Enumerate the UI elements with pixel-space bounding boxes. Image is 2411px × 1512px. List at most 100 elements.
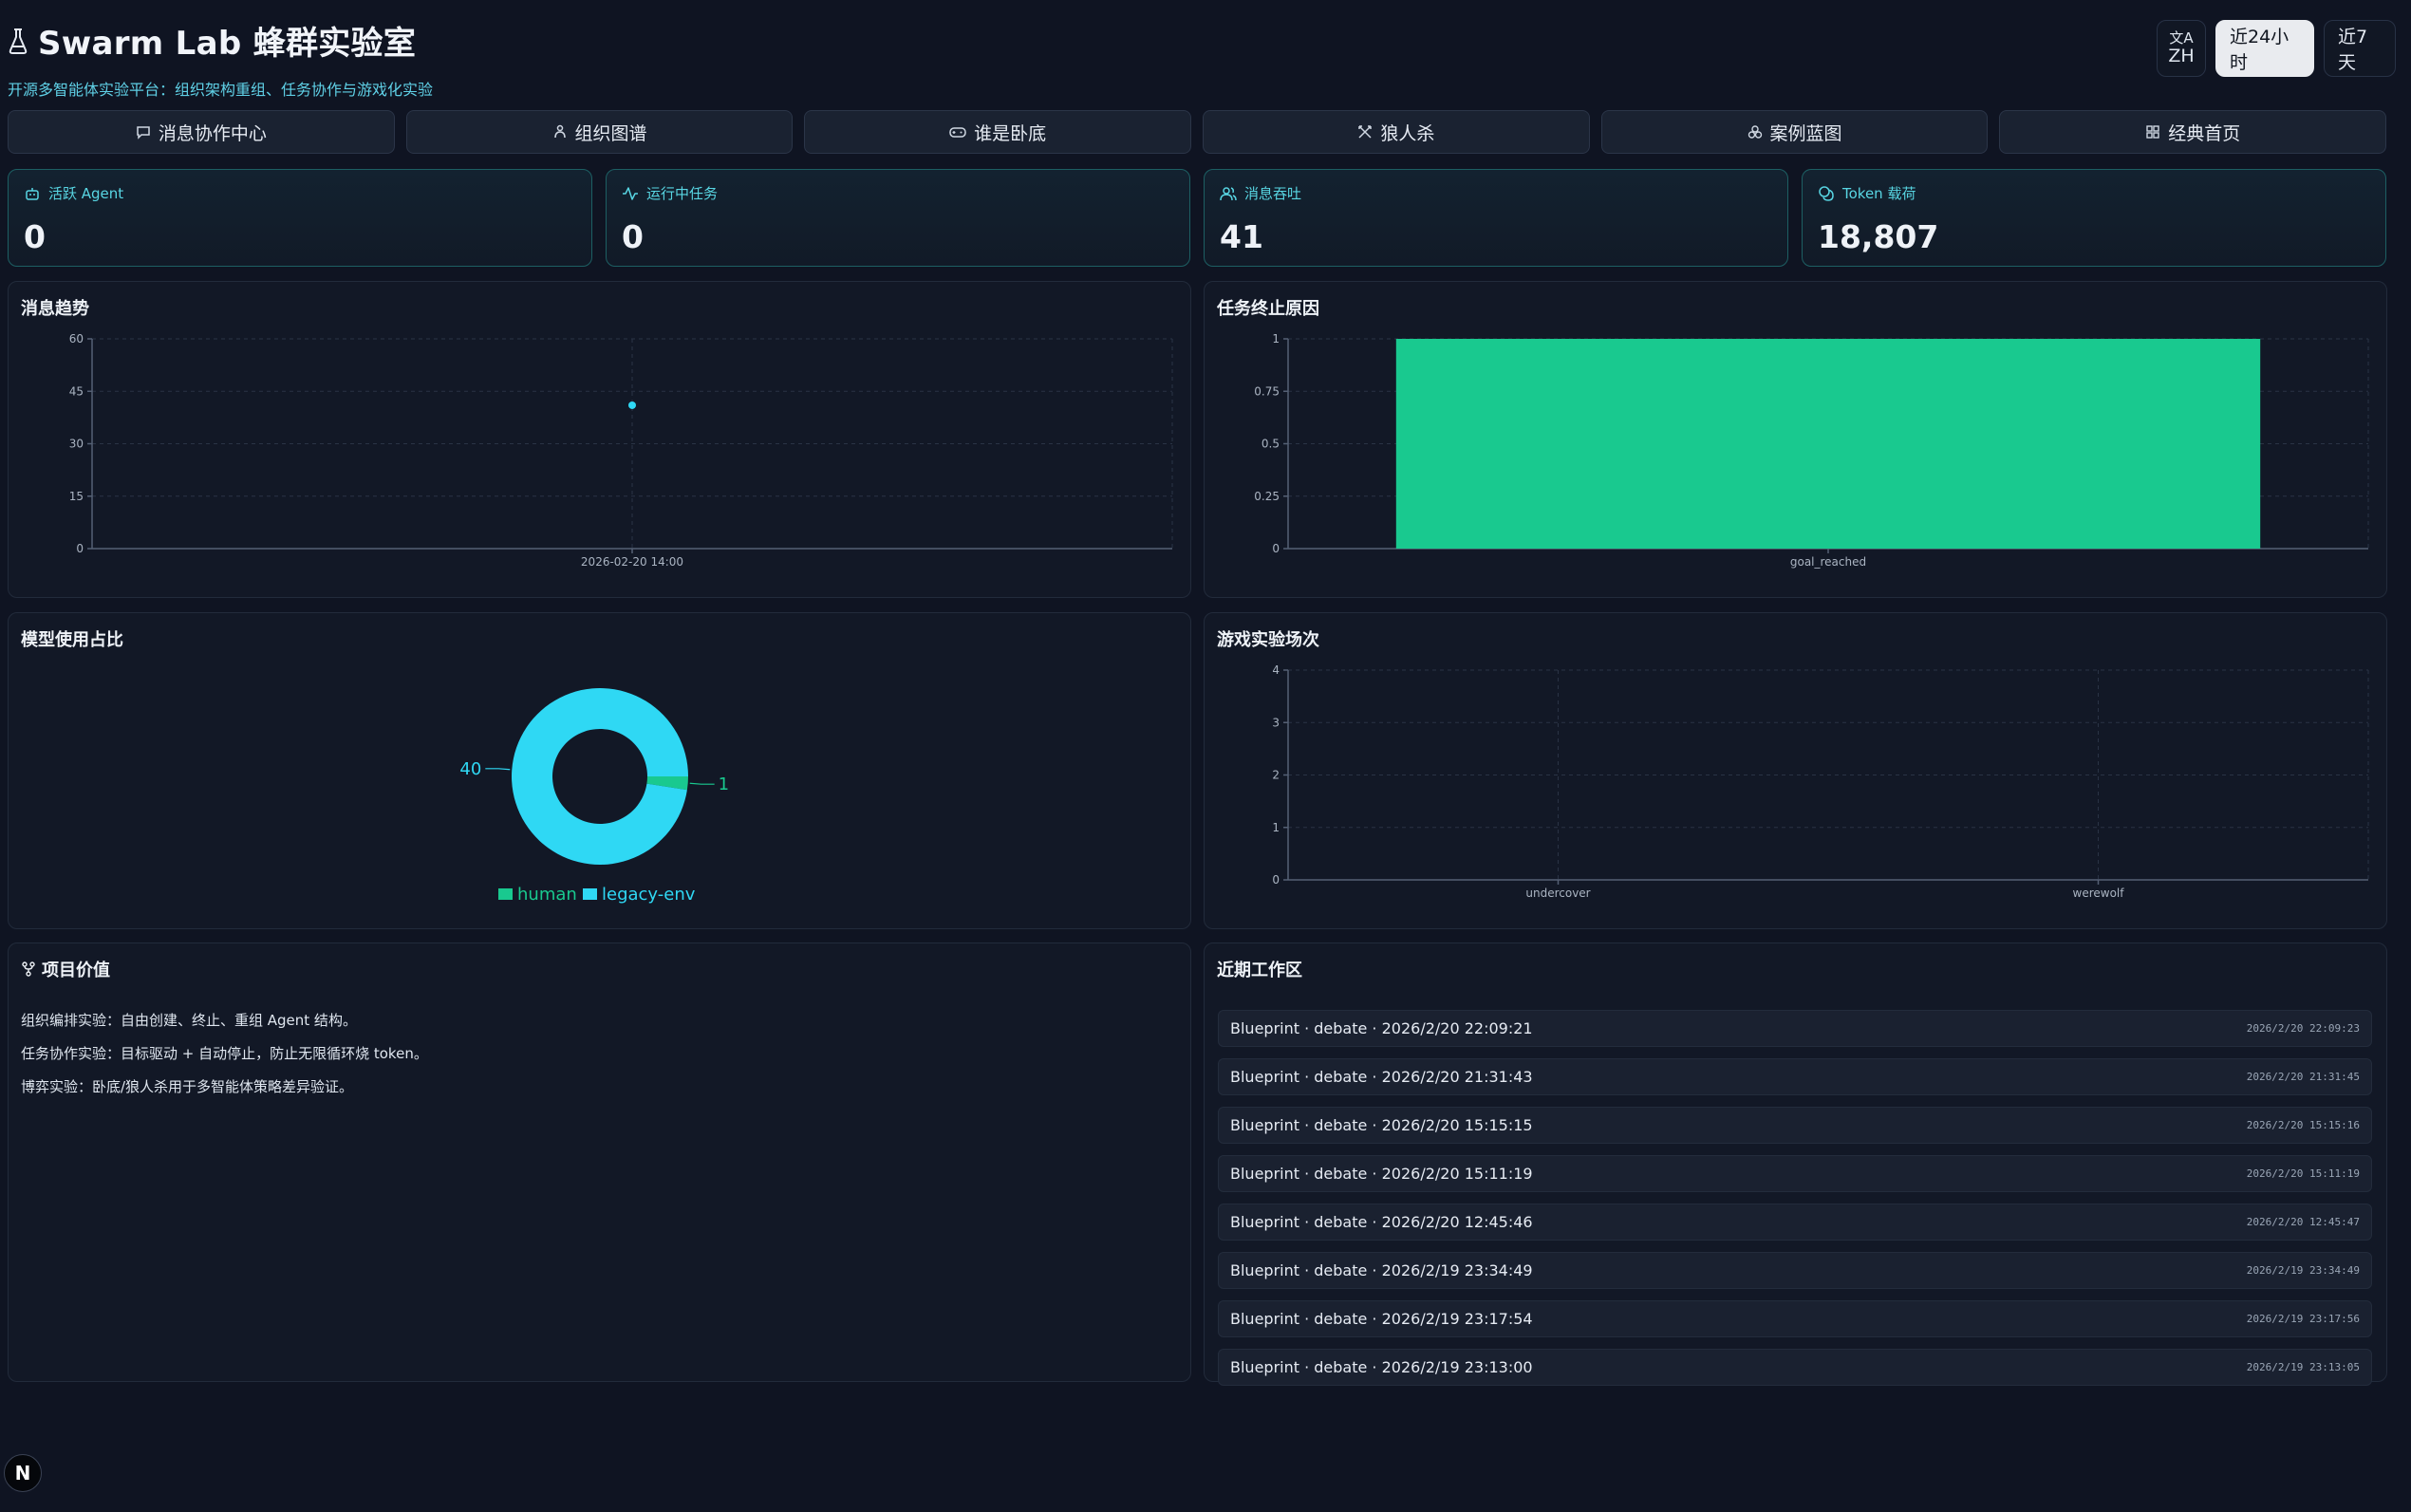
- list-item: 任务协作实验：目标驱动 + 自动停止，防止无限循环烧 token。: [21, 1045, 428, 1062]
- work-name: Blueprint · debate · 2026/2/19 23:17:54: [1230, 1310, 1533, 1328]
- work-name: Blueprint · debate · 2026/2/19 23:34:49: [1230, 1261, 1533, 1279]
- panel-title: 近期工作区: [1217, 961, 1302, 980]
- list-item[interactable]: Blueprint · debate · 2026/2/20 22:09:21 2…: [1218, 1010, 2372, 1047]
- stat-label: 运行中任务: [646, 185, 719, 202]
- list-item[interactable]: Blueprint · debate · 2026/2/19 23:34:49 2…: [1218, 1252, 2372, 1289]
- nav-label: 组织图谱: [574, 122, 647, 144]
- pie-data-label: 1: [719, 775, 729, 794]
- page-title: Swarm Lab 蜂群实验室: [38, 25, 417, 63]
- translate-icon: 文A: [2169, 29, 2194, 47]
- bot-icon: [26, 187, 39, 200]
- range-24h-button[interactable]: 近24小时: [2215, 20, 2314, 77]
- stop-reason-chart: 0 0.25 0.5 0.75 1 goal_reached: [1254, 332, 2369, 569]
- stat-label: 消息吞吐: [1244, 185, 1302, 202]
- stat-value: 0: [24, 218, 46, 255]
- y-tick-label: 45: [69, 384, 84, 398]
- stats-row: 活跃 Agent 0 运行中任务 0 消息吞吐 41 Token 载荷 18,8…: [8, 169, 2386, 267]
- main-nav: 消息协作中心 组织图谱 谁是卧底 狼人杀 案例蓝图 经典首页: [8, 110, 2387, 154]
- stat-value: 41: [1220, 218, 1263, 255]
- y-tick-label: 1: [1272, 821, 1280, 834]
- legend-label: human: [517, 885, 577, 905]
- work-time: 2026/2/20 15:11:19: [2246, 1167, 2360, 1180]
- x-tick-label: 2026-02-20 14:00: [581, 555, 683, 569]
- y-tick-label: 4: [1272, 663, 1280, 677]
- project-value-list: 组织编排实验：自由创建、终止、重组 Agent 结构。 任务协作实验：目标驱动 …: [21, 1010, 428, 1110]
- nav-classic-home[interactable]: 经典首页: [1999, 110, 2387, 154]
- nav-label: 消息协作中心: [158, 122, 267, 144]
- work-name: Blueprint · debate · 2026/2/20 22:09:21: [1230, 1019, 1533, 1037]
- nav-case-blueprint[interactable]: 案例蓝图: [1600, 110, 1989, 154]
- list-item[interactable]: Blueprint · debate · 2026/2/20 15:15:15 2…: [1218, 1107, 2372, 1144]
- recent-work-list: Blueprint · debate · 2026/2/20 22:09:21 2…: [1218, 1010, 2372, 1397]
- stat-label: Token 载荷: [1842, 185, 1916, 202]
- message-trend-panel: 消息趋势 0 15 30 45 60 2026-02-20 14:00: [8, 281, 1191, 598]
- data-point: [628, 401, 636, 409]
- legend-swatch: [583, 888, 597, 900]
- swords-icon: [1358, 125, 1373, 139]
- list-item[interactable]: Blueprint · debate · 2026/2/20 21:31:43 2…: [1218, 1058, 2372, 1095]
- recent-work-panel: 近期工作区 Blueprint · debate · 2026/2/20 22:…: [1204, 943, 2387, 1386]
- stat-card-token-load: Token 载荷 18,807: [1802, 169, 2386, 267]
- grid-icon: [2146, 125, 2159, 139]
- x-tick-label: goal_reached: [1790, 555, 1866, 569]
- language-toggle-button[interactable]: 文A ZH: [2157, 20, 2206, 77]
- nav-label: 谁是卧底: [974, 122, 1047, 144]
- flask-icon: [9, 28, 28, 54]
- game-runs-chart: 0 1 2 3 4 undercover werewolf: [1272, 663, 2369, 900]
- y-tick-label: 30: [69, 438, 84, 451]
- range-7d-button[interactable]: 近7天: [2324, 20, 2396, 77]
- y-tick-label: 0: [1272, 542, 1280, 555]
- panel-title: 任务终止原因: [1217, 299, 1319, 319]
- y-tick-label: 0.5: [1262, 438, 1280, 451]
- pie-data-label: 40: [459, 759, 481, 779]
- y-tick-label: 1: [1272, 332, 1280, 345]
- list-item[interactable]: Blueprint · debate · 2026/2/19 23:13:00 2…: [1218, 1349, 2372, 1386]
- work-time: 2026/2/20 15:15:16: [2246, 1119, 2360, 1131]
- y-tick-label: 3: [1272, 716, 1280, 729]
- stat-value: 18,807: [1818, 218, 1939, 255]
- panel-title: 游戏实验场次: [1217, 630, 1319, 650]
- pie-slice: [512, 688, 688, 866]
- list-item[interactable]: Blueprint · debate · 2026/2/20 15:11:19 2…: [1218, 1155, 2372, 1192]
- users-icon: [1220, 186, 1237, 200]
- nav-undercover[interactable]: 谁是卧底: [804, 110, 1192, 154]
- bar: [1395, 339, 2261, 549]
- panel-title: 模型使用占比: [21, 630, 123, 650]
- model-share-chart: 1 40 human legacy-env: [459, 688, 729, 905]
- game-runs-panel: 游戏实验场次 0 1 2 3 4 undercover werewolf: [1204, 612, 2387, 929]
- stat-label: 活跃 Agent: [48, 185, 124, 202]
- list-item[interactable]: Blueprint · debate · 2026/2/19 23:17:54 2…: [1218, 1300, 2372, 1337]
- work-name: Blueprint · debate · 2026/2/20 15:11:19: [1230, 1165, 1533, 1183]
- nextjs-badge[interactable]: N: [4, 1454, 42, 1492]
- page-header: Swarm Lab 蜂群实验室 开源多智能体实验平台：组织架构重组、任务协作与游…: [8, 17, 433, 100]
- panel-title: 消息趋势: [21, 299, 89, 319]
- org-icon: [553, 124, 566, 139]
- panel-title-text: 项目价值: [42, 961, 110, 980]
- stat-card-running-tasks: 运行中任务 0: [606, 169, 1190, 267]
- page-subtitle: 开源多智能体实验平台：组织架构重组、任务协作与游戏化实验: [8, 81, 434, 99]
- list-item: 博弈实验：卧底/狼人杀用于多智能体策略差异验证。: [21, 1078, 354, 1095]
- y-tick-label: 0: [1272, 873, 1280, 887]
- project-value-panel: 项目价值 组织编排实验：自由创建、终止、重组 Agent 结构。 任务协作实验：…: [8, 943, 1191, 1382]
- x-tick-label: undercover: [1525, 887, 1590, 900]
- work-name: Blueprint · debate · 2026/2/19 23:13:00: [1230, 1358, 1533, 1376]
- stat-card-message-throughput: 消息吞吐 41: [1204, 169, 1788, 267]
- nav-werewolf[interactable]: 狼人杀: [1203, 110, 1590, 154]
- legend-label: legacy-env: [602, 885, 696, 905]
- nav-org-graph[interactable]: 组织图谱: [405, 110, 794, 154]
- blueprint-icon: [1748, 125, 1762, 139]
- y-tick-label: 0: [76, 542, 84, 555]
- y-tick-label: 0.25: [1254, 490, 1280, 503]
- message-trend-chart: 0 15 30 45 60 2026-02-20 14:00: [69, 332, 1173, 569]
- panel-title: 项目价值: [21, 957, 110, 981]
- list-item: 组织编排实验：自由创建、终止、重组 Agent 结构。: [21, 1012, 357, 1029]
- nav-label: 经典首页: [2168, 122, 2241, 144]
- top-actions: 文A ZH 近24小时 近7天: [2157, 20, 2396, 77]
- model-share-panel: 模型使用占比 1 40 human legacy-env: [8, 612, 1191, 929]
- list-item[interactable]: Blueprint · debate · 2026/2/20 12:45:46 2…: [1218, 1204, 2372, 1241]
- nav-label: 狼人杀: [1380, 122, 1435, 144]
- y-tick-label: 15: [69, 490, 84, 503]
- nav-message-center[interactable]: 消息协作中心: [8, 110, 395, 154]
- pie-slice: [646, 776, 688, 791]
